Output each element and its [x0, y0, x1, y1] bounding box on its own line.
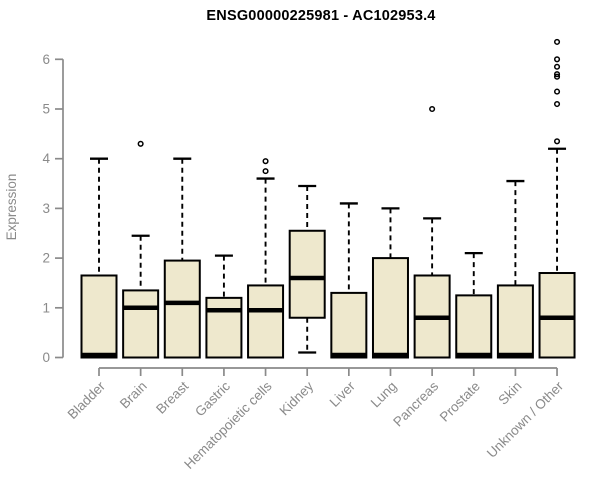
box [205, 296, 243, 359]
x-category-label: Unknown / Other [484, 378, 567, 461]
x-category-label: Pancreas [390, 378, 441, 429]
outlier-point [553, 71, 561, 78]
box [330, 291, 368, 359]
y-axis-label: Expression [4, 173, 19, 241]
box [122, 289, 160, 359]
outlier-point [262, 158, 269, 165]
y-tick-label: 0 [42, 350, 50, 365]
x-category-label: Liver [327, 378, 359, 410]
box [247, 284, 285, 359]
x-category-label: Brain [117, 379, 150, 412]
box [496, 284, 534, 359]
x-category-label: Kidney [277, 378, 317, 418]
chart-title: ENSG00000225981 - AC102953.4 [206, 8, 436, 24]
box [538, 272, 576, 359]
y-tick-label: 3 [42, 201, 50, 216]
y-tick-label: 6 [42, 52, 50, 67]
x-category-label: Lung [368, 379, 400, 411]
box [80, 274, 118, 359]
box [455, 294, 493, 359]
box [371, 257, 409, 359]
outlier-point [553, 138, 561, 145]
outlier-point [553, 63, 561, 70]
outlier-point [137, 140, 144, 147]
outlier-point [553, 88, 561, 95]
y-tick-label: 1 [42, 300, 50, 315]
y-tick-label: 4 [42, 151, 50, 166]
outlier-point [553, 56, 561, 63]
box [288, 229, 326, 319]
outlier-point [553, 38, 561, 45]
outlier-point [553, 100, 561, 108]
x-category-label: Prostate [437, 379, 483, 425]
x-category-label: Skin [495, 379, 524, 408]
y-tick-label: 2 [42, 251, 50, 266]
x-category-label: Breast [153, 378, 191, 416]
y-tick-label: 5 [42, 102, 50, 117]
outlier-point [553, 73, 561, 80]
box [163, 259, 201, 359]
x-category-label: Bladder [65, 378, 109, 422]
outlier-point [429, 105, 436, 113]
outlier-point [262, 168, 269, 175]
x-category-label: Gastric [192, 378, 233, 419]
